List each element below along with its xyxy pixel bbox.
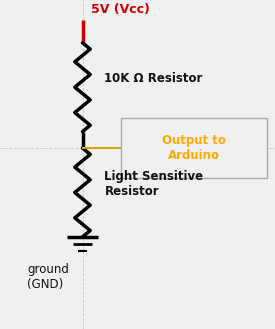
Text: 5V (Vcc): 5V (Vcc) bbox=[91, 3, 150, 16]
Text: ground
(GND): ground (GND) bbox=[28, 263, 69, 291]
Text: 10K Ω Resistor: 10K Ω Resistor bbox=[104, 72, 203, 86]
FancyBboxPatch shape bbox=[121, 118, 267, 178]
Text: Light Sensitive
Resistor: Light Sensitive Resistor bbox=[104, 170, 204, 198]
Text: Output to
Arduino: Output to Arduino bbox=[162, 134, 226, 162]
